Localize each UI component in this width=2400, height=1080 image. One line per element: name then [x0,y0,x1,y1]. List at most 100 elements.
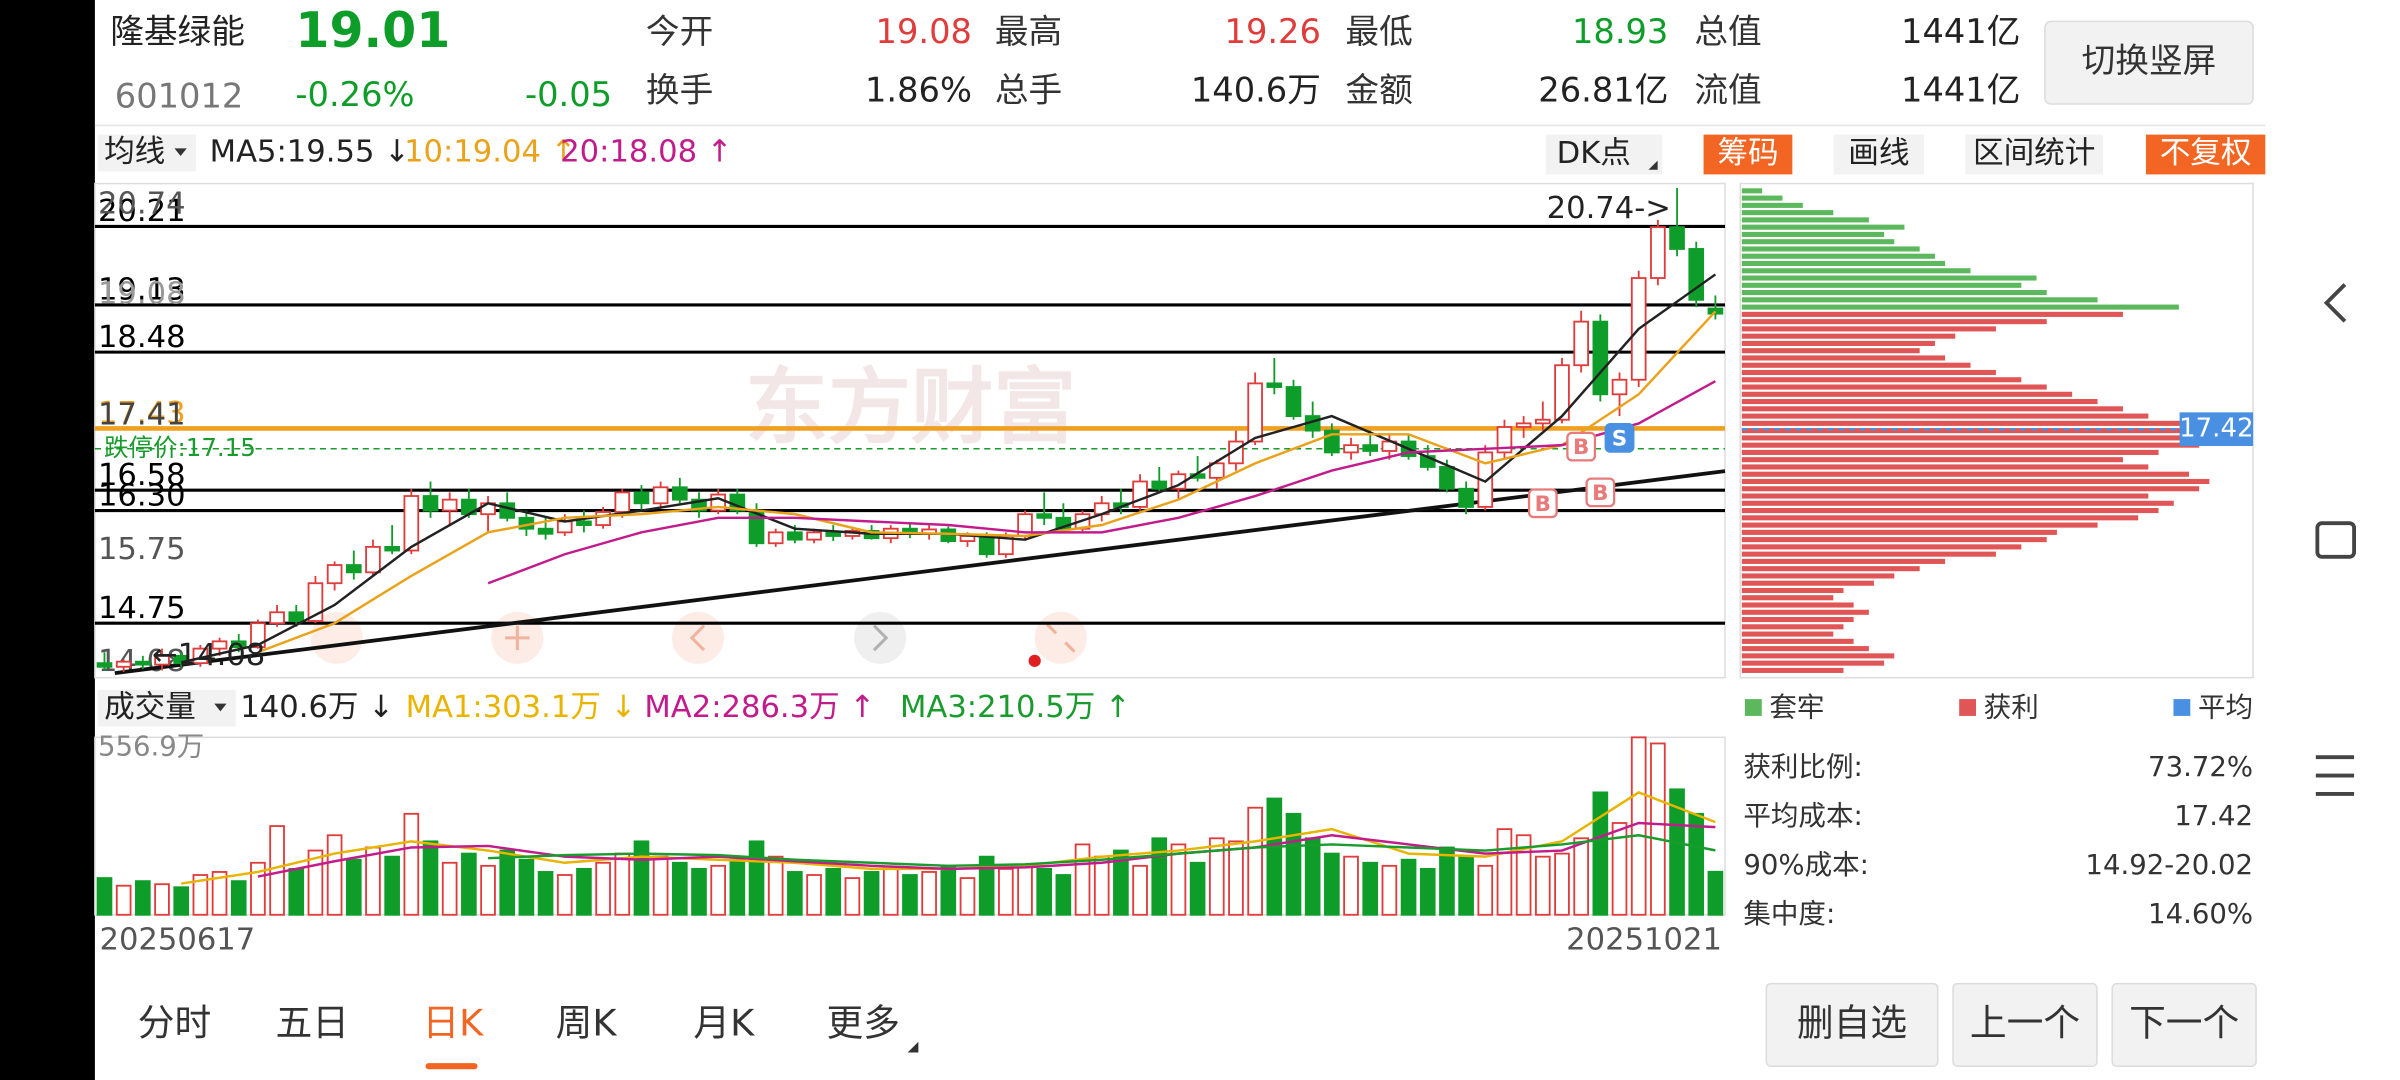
volume-bar [1074,843,1091,916]
volume-bar [1611,822,1628,916]
tab[interactable]: 月K [693,1001,755,1044]
chip-bar [1741,558,1946,564]
chip-bar [1741,369,1996,376]
nav-back[interactable] [2323,283,2347,323]
prev[interactable] [671,611,724,664]
candle-body [1036,513,1053,519]
tab[interactable]: 周K [556,1001,618,1044]
change-pct: -0.26% [295,75,414,114]
chip-bar [1741,420,2210,426]
chip-bar [1741,464,2149,470]
chip-bar [1741,660,1885,666]
chip-bar [1741,268,1971,274]
ma-line [257,821,1716,878]
chip-bar [1741,348,1920,354]
legend-swatch [1959,699,1977,716]
dk-label: DK点 [1557,136,1631,171]
tab[interactable]: 更多 [827,1001,900,1044]
candle-body [652,486,669,505]
marker-label: B [1573,435,1589,460]
volume-ma-label: MA3:210.5万 ↑ [900,690,1131,725]
tool-label: 区间统计 [1973,136,2095,171]
nav-menu[interactable] [2315,755,2355,796]
button[interactable] [2111,982,2257,1067]
stat-label: 流值 [1694,70,1761,109]
tool-label: 不复权 [2160,136,2252,171]
volume-bar [1573,837,1589,916]
volume-bar [748,840,765,916]
stock-name: 隆基绿能 [110,12,245,51]
chip-bar [1741,522,2098,528]
tab[interactable]: 分时 [138,1001,211,1044]
volume-bar [1055,874,1072,916]
volume-bar [1093,855,1110,916]
chip-bar [1741,275,2037,281]
chip-bar [1741,355,1946,361]
chip-stat-label: 集中度: [1743,898,1835,930]
volume-bar [1285,812,1302,916]
menu[interactable] [97,689,236,727]
button[interactable] [1765,982,1939,1067]
volume-bar [192,874,209,916]
candle-body [1592,320,1609,396]
next[interactable] [854,611,907,664]
collapse[interactable] [1034,611,1087,664]
volume-bar [978,855,995,916]
chip-bar [1741,406,2123,412]
candle-body [1151,480,1168,490]
volume-bar [652,855,669,916]
chip-bar [1741,188,1763,194]
chip-bar [1741,319,2047,325]
stat-value: 140.6万 [1191,70,1321,109]
chip-bar [1741,217,1869,223]
volume-bar [326,834,343,916]
volume-current: 140.6万 ↓ [240,690,394,725]
chip-stat-value: 73.72% [2148,751,2253,783]
volume-bar [729,858,746,916]
candle-body [1362,444,1379,452]
dk-button[interactable] [1545,134,1663,175]
tool-button[interactable] [2145,134,2266,175]
volume-bar [211,871,228,916]
volume-bar [671,861,688,916]
candle-body [1055,516,1072,530]
level-label: 18.48 [98,320,186,355]
button[interactable] [2044,20,2254,105]
stat-label: 最高 [995,12,1062,51]
chip-bar [1741,297,2098,303]
volume-bar [576,867,592,916]
button[interactable] [1952,982,2098,1067]
volume-bar [1534,855,1551,916]
volume-bar [1208,837,1225,916]
chip-bar [1741,471,2190,477]
icon [1045,623,1076,653]
annotation: 20.74-> [1547,191,1671,226]
chip-bar [1741,304,2179,310]
volume-bar [461,852,477,916]
tool-button[interactable] [1965,134,2104,175]
chart-controls[interactable] [310,611,1087,664]
chip-bar [1741,384,2047,390]
tab[interactable]: 五日 [276,1001,349,1044]
price: 19.01 [295,2,450,59]
volume-bar [1036,867,1053,916]
volume-bar [1707,870,1724,916]
tab[interactable]: 日K [422,1001,484,1044]
control[interactable] [310,611,363,664]
volume-bar [365,846,381,916]
volume-bar [556,874,573,916]
volume-bar [1554,852,1570,916]
chip-stat-label: 平均成本: [1743,800,1862,832]
volume-bar [422,840,439,916]
change: -0.05 [525,75,612,114]
chip-bar [1741,566,1920,572]
stat-value: 1441亿 [1901,12,2020,51]
nav-home[interactable] [2315,521,2356,559]
candle-body [1458,487,1474,508]
tool-button[interactable] [1833,134,1924,175]
candle-body [345,564,362,574]
chip-bar [1741,580,1874,586]
tool-button[interactable] [1703,134,1793,175]
candle-body [1650,226,1666,279]
